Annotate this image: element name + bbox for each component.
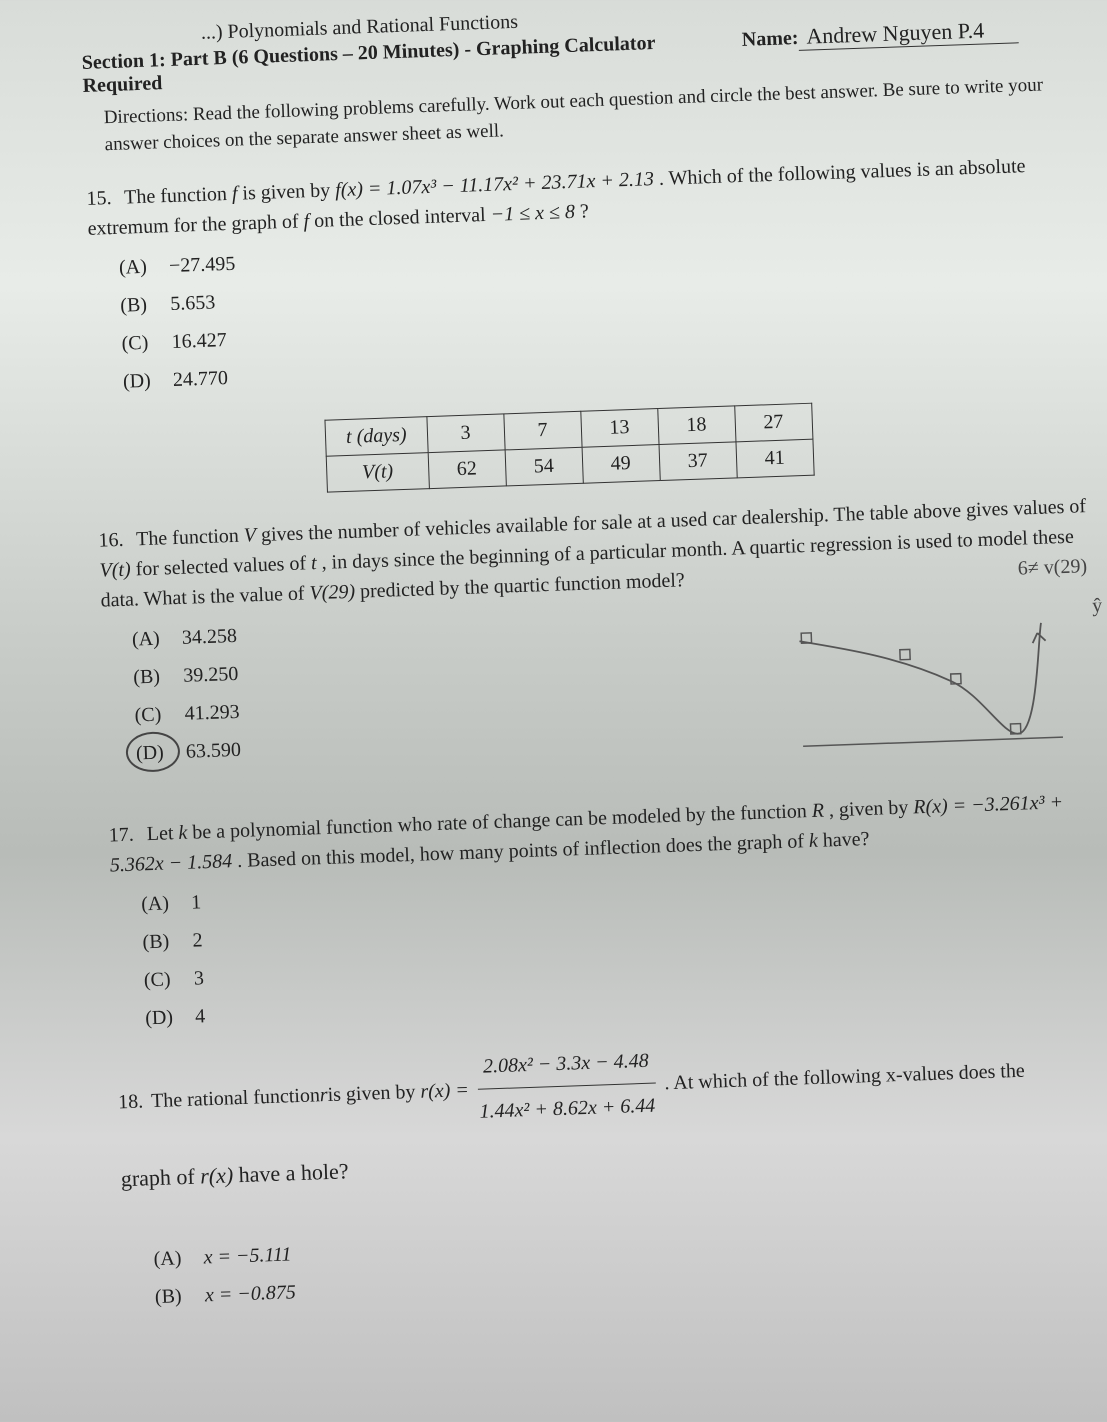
q15-expr: f(x) = 1.07x³ − 11.17x² + 23.71x + 2.13 bbox=[335, 168, 654, 201]
q18-rxf: r(x) bbox=[200, 1163, 234, 1189]
option-letter: (B) bbox=[120, 289, 171, 321]
option-value: 5.653 bbox=[170, 288, 216, 320]
q16-fn: V bbox=[243, 524, 256, 546]
q15-interval: −1 ≤ x ≤ 8 bbox=[490, 201, 575, 226]
option-letter: (C) bbox=[121, 327, 172, 359]
q16-t: t bbox=[311, 552, 317, 574]
option-value: −27.495 bbox=[168, 249, 235, 281]
option-letter: (C) bbox=[143, 964, 194, 996]
q17-k: k bbox=[178, 822, 188, 844]
option-letter: (D) bbox=[145, 1002, 196, 1034]
q17-k2: k bbox=[809, 830, 819, 852]
q16-table: t (days) 3 7 13 18 27 V(t) 62 54 49 37 4… bbox=[324, 403, 814, 493]
q15-fn: f bbox=[232, 183, 238, 205]
table-cell: 18 bbox=[657, 406, 735, 445]
option-letter: (B) bbox=[142, 926, 193, 958]
table-cell: 7 bbox=[503, 411, 581, 450]
q15-qmark: ? bbox=[580, 201, 590, 223]
question-15: 15. The function f is given by f(x) = 1.… bbox=[86, 149, 1090, 398]
option-letter: (B) bbox=[133, 661, 184, 693]
q17-R: R bbox=[811, 800, 824, 822]
q16-vt: V(t) bbox=[99, 559, 131, 582]
q16-text: The function bbox=[136, 525, 244, 551]
table-cell: 54 bbox=[505, 447, 583, 486]
question-17: 17. Let k be a polynomial function who r… bbox=[108, 786, 1107, 1035]
q15-text: The function bbox=[124, 183, 232, 209]
option-value: 39.250 bbox=[183, 659, 239, 691]
handwritten-v29: 6≠ v(29) bbox=[1017, 551, 1087, 583]
q18-number: 18. bbox=[117, 1081, 143, 1122]
q15-text4: on the closed interval bbox=[314, 204, 491, 232]
q15-number: 15. bbox=[86, 187, 112, 210]
q18-fraction: 2.08x² − 3.3x − 4.48 1.44x² + 8.62x + 6.… bbox=[471, 1041, 662, 1133]
fraction-numerator: 2.08x² − 3.3x − 4.48 bbox=[476, 1041, 655, 1090]
option-value: 24.770 bbox=[172, 363, 228, 395]
option-letter: (D) bbox=[135, 737, 186, 769]
table-header-cell: V(t) bbox=[326, 453, 429, 493]
handwritten-yhat: ŷ = 63.590 bbox=[1092, 588, 1107, 621]
table-cell: 62 bbox=[428, 450, 506, 489]
option-value: 4 bbox=[195, 1001, 206, 1031]
question-18: 18. The rational function r is given by … bbox=[117, 1025, 1107, 1314]
option-value: 2 bbox=[192, 925, 203, 955]
option-value: x = −0.875 bbox=[204, 1277, 296, 1310]
q16-v29: V(29) bbox=[309, 581, 355, 605]
table-cell: 3 bbox=[426, 414, 504, 453]
option-value: 3 bbox=[193, 963, 204, 993]
table-cell: 49 bbox=[582, 445, 660, 484]
option-letter: (A) bbox=[131, 623, 182, 655]
option-letter: (A) bbox=[153, 1243, 204, 1275]
option-value: 34.258 bbox=[181, 621, 237, 653]
quartic-sketch-svg bbox=[778, 581, 1104, 772]
table-cell: 37 bbox=[659, 442, 737, 481]
table-header-cell: t (days) bbox=[325, 417, 428, 457]
option-value: 1 bbox=[191, 888, 202, 918]
fraction-denominator: 1.44x² + 8.62x + 6.44 bbox=[473, 1084, 662, 1133]
question-16: 16. The function V gives the number of v… bbox=[98, 491, 1104, 796]
option-letter: (C) bbox=[134, 699, 185, 731]
option-letter: (A) bbox=[141, 888, 192, 920]
option-value: 41.293 bbox=[184, 697, 240, 729]
option-letter: (A) bbox=[119, 251, 170, 283]
option-value: x = −5.111 bbox=[203, 1240, 292, 1273]
q16-number: 16. bbox=[98, 529, 124, 552]
q17-text5: have? bbox=[822, 828, 869, 852]
q18-text4: graph of bbox=[120, 1164, 200, 1192]
handwritten-sketch: 6≠ v(29) ŷ = 63.590 bbox=[778, 581, 1104, 772]
option-value: 16.427 bbox=[171, 325, 227, 357]
q16-text3: for selected values of bbox=[135, 552, 311, 580]
q18-text5: have a hole? bbox=[238, 1159, 349, 1188]
option-letter: (B) bbox=[154, 1281, 205, 1313]
q18-text3: . At which of the following x-values doe… bbox=[664, 1050, 1026, 1103]
q17-text3: , given by bbox=[829, 797, 914, 822]
option-value: 63.590 bbox=[185, 735, 241, 767]
table-cell: 13 bbox=[580, 409, 658, 448]
name-label: Name: bbox=[741, 27, 798, 52]
q18-rx: r(x) = bbox=[420, 1070, 470, 1112]
q15-fn2: f bbox=[303, 210, 309, 232]
table-cell: 27 bbox=[734, 403, 812, 442]
table-cell: 41 bbox=[736, 439, 814, 478]
q17-number: 17. bbox=[108, 824, 134, 847]
q18-text2: is given by bbox=[327, 1072, 416, 1115]
q17-text: Let bbox=[146, 822, 178, 845]
q18-text: The rational function bbox=[150, 1075, 320, 1121]
q15-text2: is given by bbox=[242, 179, 335, 204]
option-letter: (D) bbox=[122, 365, 173, 397]
